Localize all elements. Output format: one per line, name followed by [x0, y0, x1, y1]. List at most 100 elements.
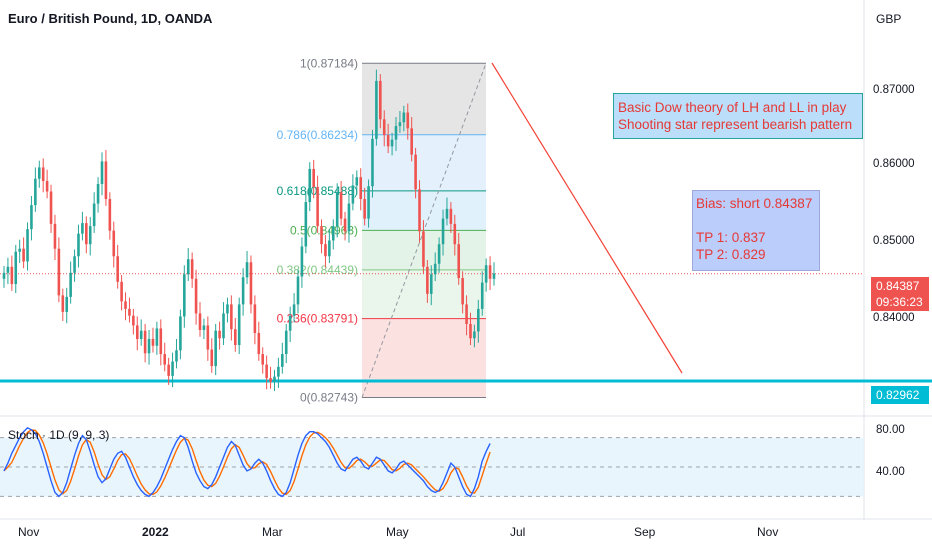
x-tick-label: Jul [510, 525, 526, 539]
candle-body [406, 112, 410, 129]
candle-body [241, 277, 245, 305]
fib-level-label: 0(0.82743) [300, 390, 358, 404]
candle-body [61, 295, 65, 312]
candle-body [198, 313, 202, 330]
x-tick-label: May [386, 525, 409, 539]
candle-body [402, 112, 406, 123]
y-tick-label: 0.87000 [873, 84, 915, 96]
candle-body [453, 223, 457, 245]
note-line: Basic Dow theory of LH and LL in play [618, 100, 847, 115]
x-tick-label: Nov [757, 525, 779, 539]
candle-body [65, 296, 69, 312]
candle-body [57, 248, 61, 296]
fib-zone [362, 63, 486, 135]
candle-body [45, 180, 49, 192]
candle-body [379, 80, 382, 120]
candle-body [194, 278, 198, 314]
candle-body [116, 256, 119, 282]
candle-body [324, 244, 327, 257]
last-price-tag: 0.84387 09:36:23 [871, 277, 929, 311]
fib-trend-line [361, 63, 487, 398]
x-tick-label: Nov [18, 525, 40, 539]
candle-body [155, 328, 159, 346]
y-tick-label: 0.84000 [873, 312, 915, 324]
candle-body [284, 330, 288, 355]
candle-body [328, 240, 331, 257]
candle-body [359, 177, 363, 200]
candle-body [104, 161, 108, 200]
candle-body [375, 80, 378, 139]
candle-body [147, 339, 151, 354]
candle-body [175, 350, 178, 362]
candle-body [124, 301, 127, 309]
candle-body [390, 139, 394, 147]
candle-body [484, 265, 488, 283]
candle-body [257, 332, 261, 355]
candle-body [292, 304, 296, 316]
candle-body [288, 315, 292, 331]
fib-level-label: 0.382(0.84439) [277, 263, 358, 277]
candle-body [96, 183, 100, 204]
last-price-value: 0.84387 [876, 279, 920, 293]
candle-body [355, 177, 359, 186]
fib-zone [362, 190, 486, 231]
candle-body [249, 262, 253, 305]
candle-body [210, 349, 214, 367]
candle-body [371, 138, 374, 187]
candle-body [300, 246, 304, 277]
stoch-tick-label: 40.00 [876, 466, 905, 478]
x-tick-label: 2022 [142, 525, 169, 539]
candle-body [53, 223, 57, 249]
candle-body [245, 262, 249, 278]
candle-body [206, 325, 210, 350]
support-price-tag: 0.82962 [871, 386, 929, 404]
note-line [696, 212, 816, 229]
fib-level-label: 1(0.87184) [300, 56, 358, 70]
candle-body [441, 218, 445, 245]
candle-body [320, 226, 323, 245]
candle-body [312, 168, 315, 188]
x-tick-label: Sep [634, 525, 656, 539]
candle-body [49, 191, 53, 224]
candle-body [143, 330, 147, 354]
candle-body [261, 354, 265, 365]
candle-body [316, 187, 319, 227]
fib-level-label: 0.786(0.86234) [277, 128, 358, 142]
dow-theory-note: Basic Dow theory of LH and LL in play Sh… [613, 93, 863, 139]
candle-body [277, 366, 280, 377]
candle-body [10, 266, 14, 285]
candle-body [410, 128, 413, 155]
candle-body [151, 339, 155, 346]
note-line: TP 1: 0.837 [696, 230, 766, 245]
candle-body [398, 122, 402, 127]
candle-body [449, 208, 453, 224]
candle-body [81, 223, 84, 234]
candle-body [281, 354, 284, 367]
candle-body [167, 364, 170, 376]
candle-body [120, 281, 123, 302]
y-tick-label: 0.85000 [873, 235, 915, 247]
candle-body [37, 167, 41, 179]
candle-body [159, 328, 163, 355]
candle-body [386, 135, 390, 147]
candle-body [445, 208, 449, 219]
candle-body [394, 126, 398, 140]
candle-body [186, 259, 190, 275]
candle-body [92, 203, 96, 227]
stoch-tick-label: 80.00 [876, 424, 905, 436]
bias-note: Bias: short 0.84387 TP 1: 0.837 TP 2: 0.… [692, 190, 820, 271]
candle-body [473, 331, 476, 339]
candle-body [69, 272, 72, 297]
candle-body [179, 316, 182, 351]
candle-body [100, 161, 104, 184]
stoch-d-line [3, 429, 491, 496]
candle-body [135, 325, 139, 340]
fib-zone [362, 318, 486, 398]
candle-body [382, 119, 386, 136]
note-line: Shooting star represent bearish pattern [618, 117, 853, 132]
candle-body [308, 168, 312, 203]
candle-body [477, 308, 480, 332]
candle-body [265, 364, 268, 379]
candle-body [488, 265, 492, 279]
